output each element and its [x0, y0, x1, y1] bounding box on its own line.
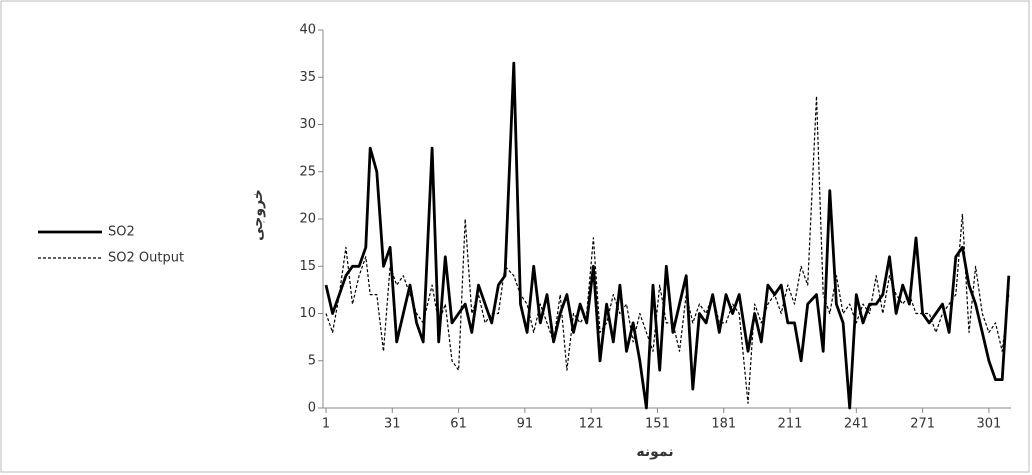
- series-line: [325, 95, 1010, 404]
- x-tick-label: 31: [384, 417, 401, 432]
- x-tick-label: 151: [645, 417, 670, 432]
- y-tick-label: 40: [299, 23, 316, 38]
- legend-label: SO2 Output: [108, 251, 184, 266]
- x-tick-label: 61: [450, 417, 467, 432]
- y-tick-label: 35: [299, 70, 316, 85]
- x-tick-label: 91: [517, 417, 534, 432]
- y-axis-label: خروجی: [250, 189, 266, 241]
- y-tick-label: 20: [299, 212, 316, 227]
- x-tick-label: 301: [976, 417, 1001, 432]
- x-tick-label: 211: [778, 417, 803, 432]
- x-tick-label: 121: [579, 417, 604, 432]
- x-tick-label: 1: [322, 417, 330, 432]
- x-tick-label: 271: [910, 417, 935, 432]
- x-axis-label: نمونه: [636, 444, 673, 460]
- y-tick-label: 5: [308, 353, 316, 368]
- y-tick-label: 25: [299, 164, 316, 179]
- x-tick-label: 181: [711, 417, 736, 432]
- y-tick-label: 10: [299, 306, 316, 321]
- y-tick-label: 15: [299, 259, 316, 274]
- y-tick-label: 30: [299, 117, 316, 132]
- series-line: [324, 61, 1011, 410]
- y-tick-label: 0: [308, 401, 316, 416]
- x-tick-label: 241: [844, 417, 869, 432]
- legend-label: SO2: [108, 225, 135, 240]
